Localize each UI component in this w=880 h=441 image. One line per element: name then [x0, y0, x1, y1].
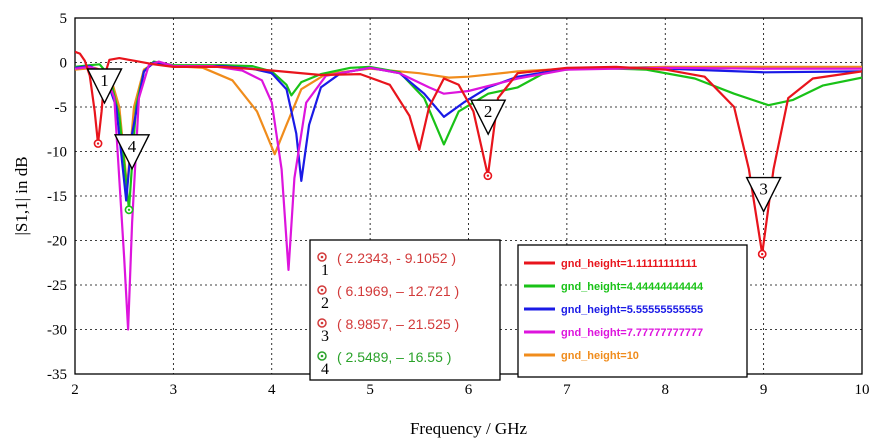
y-tick-label: -10	[47, 145, 67, 161]
x-tick-label: 6	[465, 382, 473, 398]
marker-box-readout-4: ( 2.5489, – 16.55 )	[337, 349, 451, 365]
y-tick-label: 0	[60, 56, 68, 72]
x-tick-label: 9	[760, 382, 768, 398]
marker-point-center-4	[127, 208, 131, 211]
x-axis-title: Frequency / GHz	[410, 419, 528, 438]
marker-box-number-4: 4	[321, 361, 329, 378]
y-tick-label: -25	[47, 278, 67, 294]
legend-entry-5: gnd_height=10	[561, 350, 639, 362]
marker-box-number-1: 1	[321, 262, 329, 279]
marker-triangle-2	[470, 99, 507, 136]
x-tick-label: 10	[855, 382, 870, 398]
marker-triangle-4	[113, 134, 151, 171]
y-tick-labels: 5 0 -5 -10 -15 -20 -25 -30 -35	[47, 11, 67, 383]
legend-frame	[517, 244, 748, 378]
marker-point-center-3	[761, 252, 764, 256]
marker-triangle-label-4: 4	[128, 137, 137, 156]
series-line-1	[75, 50, 862, 255]
x-tick-labels: 2 3 4 5 6 7 8 9 10	[71, 382, 869, 398]
legend-entry-3: gnd_height=5.55555555555	[561, 304, 703, 316]
x-tick-label: 4	[268, 382, 276, 398]
marker-box-readout-2: ( 6.1969, – 12.721 )	[337, 283, 459, 299]
x-tick-label: 7	[563, 382, 571, 398]
marker-triangle-label-2: 2	[484, 102, 493, 121]
marker-box-readout-3: ( 8.9857, – 21.525 )	[337, 316, 459, 332]
series-line-4	[75, 60, 862, 331]
y-axis-title: |S1,1| in dB	[12, 156, 31, 235]
y-tick-label: -5	[55, 100, 68, 116]
marker-point-center-2	[486, 174, 490, 177]
x-tick-label: 5	[366, 382, 374, 398]
legend-entry-1: gnd_height=1.11111111111	[561, 258, 697, 270]
legend-entry-4: gnd_height=7.77777777777	[561, 327, 703, 339]
marker-box-number-2: 2	[321, 295, 329, 312]
marker-box-dot-center-2	[320, 288, 324, 292]
marker-box-dot-center-1	[320, 255, 324, 259]
marker-triangle-label-1: 1	[100, 71, 109, 90]
series-lines	[75, 50, 862, 331]
legend-entry-2: gnd_height=4.44444444444	[561, 281, 704, 293]
marker-readout-box: 1 ( 2.2343, - 9.1052 ) 2 ( 6.1969, – 12.721…	[309, 239, 501, 381]
x-tick-label: 3	[170, 382, 178, 398]
marker-box-frame	[309, 239, 501, 381]
y-tick-label: -35	[47, 367, 67, 383]
y-tick-label: -15	[47, 189, 67, 205]
y-tick-label: -20	[47, 234, 67, 250]
marker-triangle-label-3: 3	[759, 180, 768, 199]
x-tick-label: 2	[71, 382, 79, 398]
marker-triangle-3	[745, 176, 782, 214]
y-tick-label: -30	[47, 323, 67, 339]
series-group	[75, 50, 862, 331]
marker-box-dot-center-4	[320, 354, 324, 358]
marker-point-center-1	[96, 142, 100, 145]
marker-triangles: 1 2 3 4	[86, 68, 782, 214]
marker-points	[93, 139, 767, 259]
marker-triangle-1	[86, 68, 123, 105]
y-tick-label: 5	[60, 11, 68, 27]
marker-box-readout-1: ( 2.2343, - 9.1052 )	[337, 250, 456, 266]
x-tick-label: 8	[662, 382, 670, 398]
marker-box-number-3: 3	[321, 328, 329, 345]
marker-box-dot-center-3	[320, 321, 324, 325]
legend: gnd_height=1.11111111111 gnd_height=4.444…	[517, 244, 748, 378]
